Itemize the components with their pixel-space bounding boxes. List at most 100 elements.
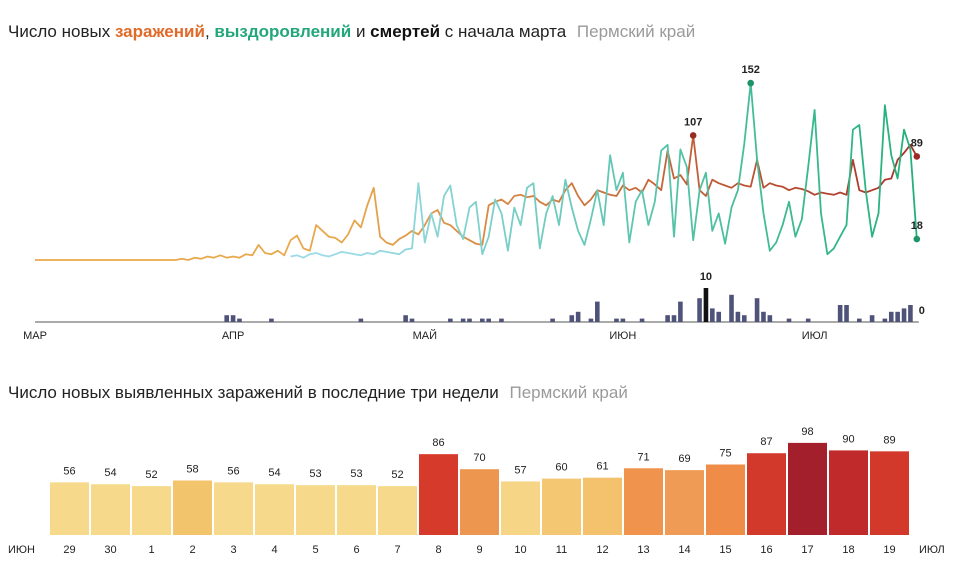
death-bar xyxy=(665,315,670,322)
death-bar xyxy=(710,308,715,322)
data-label: 86 xyxy=(432,437,444,449)
chart-title: Число новых заражений, выздоровлений и с… xyxy=(8,22,695,42)
data-label: 60 xyxy=(555,462,567,474)
data-label: 53 xyxy=(350,468,362,480)
point-marker xyxy=(747,79,754,87)
series-line xyxy=(35,134,918,261)
x-tick-label: 29 xyxy=(63,544,75,556)
x-tick-label: 15 xyxy=(719,544,731,556)
death-bar xyxy=(575,311,581,322)
death-bar xyxy=(882,318,888,322)
x-axis-start-label: ИЮН xyxy=(8,544,35,556)
x-tick-label: 10 xyxy=(514,544,526,556)
legend-entry: выздоровлений xyxy=(214,22,352,41)
x-tick-label: АПР xyxy=(222,330,244,342)
legend-entry: смертей xyxy=(370,22,441,41)
death-bar xyxy=(480,318,485,322)
x-tick-label: 3 xyxy=(230,544,236,556)
death-bar xyxy=(895,311,900,322)
chart-title: Число новых выявленных заражений в после… xyxy=(8,383,628,403)
data-label: 71 xyxy=(637,451,649,463)
x-tick-label: 1 xyxy=(148,544,154,556)
data-label: 56 xyxy=(227,465,239,477)
death-bar xyxy=(741,315,747,322)
data-label: 89 xyxy=(883,434,895,446)
data-label: 87 xyxy=(760,436,772,448)
bar xyxy=(829,450,868,535)
bar xyxy=(378,486,417,535)
data-label: 54 xyxy=(104,467,116,479)
data-label: 56 xyxy=(63,465,75,477)
death-bar xyxy=(230,315,236,322)
title-text: Число новых xyxy=(8,22,111,41)
series-line xyxy=(290,82,918,259)
subtitle: Пермский край xyxy=(576,22,696,41)
death-bar xyxy=(735,311,741,322)
death-bar xyxy=(908,305,913,322)
legend-entry: заражений xyxy=(114,22,205,41)
x-tick-label: МАР xyxy=(23,330,47,342)
bar xyxy=(460,469,499,535)
x-tick-label: ИЮЛ xyxy=(802,330,828,342)
x-tick-label: 19 xyxy=(883,544,895,556)
bar xyxy=(91,484,130,535)
death-bar xyxy=(569,315,575,322)
death-bar xyxy=(224,315,229,322)
death-bar xyxy=(671,315,677,322)
bar xyxy=(747,453,786,535)
x-tick-label: 16 xyxy=(760,544,772,556)
data-label: 53 xyxy=(309,468,321,480)
death-bar xyxy=(639,318,645,322)
data-label: 98 xyxy=(801,426,813,438)
bar xyxy=(214,482,253,535)
x-tick-label: 2 xyxy=(189,544,195,556)
death-bar xyxy=(550,318,555,322)
bar xyxy=(337,485,376,535)
bar xyxy=(296,485,335,535)
death-bar xyxy=(805,318,811,322)
bar xyxy=(173,480,212,535)
x-tick-label: 17 xyxy=(801,544,813,556)
death-bar xyxy=(237,318,242,322)
data-label: 52 xyxy=(145,469,157,481)
death-bar xyxy=(486,318,491,322)
death-bar xyxy=(269,318,274,322)
data-label: 57 xyxy=(514,464,526,476)
bar xyxy=(501,481,540,535)
x-tick-label: 30 xyxy=(104,544,116,556)
subtitle: Пермский край xyxy=(509,383,628,402)
death-bar xyxy=(499,318,504,322)
death-bar xyxy=(888,311,894,322)
data-label: 89 xyxy=(911,137,923,149)
data-label: 75 xyxy=(719,448,731,460)
x-tick-label: 5 xyxy=(312,544,318,556)
death-bar xyxy=(857,318,862,322)
x-tick-label: 9 xyxy=(476,544,482,556)
data-label: 61 xyxy=(596,461,608,473)
death-bar xyxy=(786,318,792,322)
point-marker xyxy=(913,235,921,243)
x-tick-label: 6 xyxy=(353,544,359,556)
death-bar xyxy=(595,301,600,322)
title-text: и xyxy=(355,22,366,41)
data-label: 70 xyxy=(473,452,485,464)
death-bar xyxy=(448,318,453,322)
death-bar xyxy=(620,318,626,322)
x-tick-label: 8 xyxy=(435,544,441,556)
bar xyxy=(665,470,704,535)
x-tick-label: ИЮН xyxy=(609,330,636,342)
bar xyxy=(132,486,171,535)
death-bar xyxy=(761,311,766,322)
title-text: Число новых выявленных заражений в после… xyxy=(8,383,499,402)
bar xyxy=(706,464,745,535)
bar xyxy=(419,454,458,535)
point-marker xyxy=(913,153,921,160)
x-axis-end-label: ИЮЛ xyxy=(919,544,945,556)
death-bar xyxy=(703,288,709,322)
data-label: 58 xyxy=(186,463,198,475)
x-tick-label: 14 xyxy=(678,544,690,556)
death-bar xyxy=(716,311,722,322)
bar xyxy=(255,484,294,535)
death-bar xyxy=(358,318,364,322)
